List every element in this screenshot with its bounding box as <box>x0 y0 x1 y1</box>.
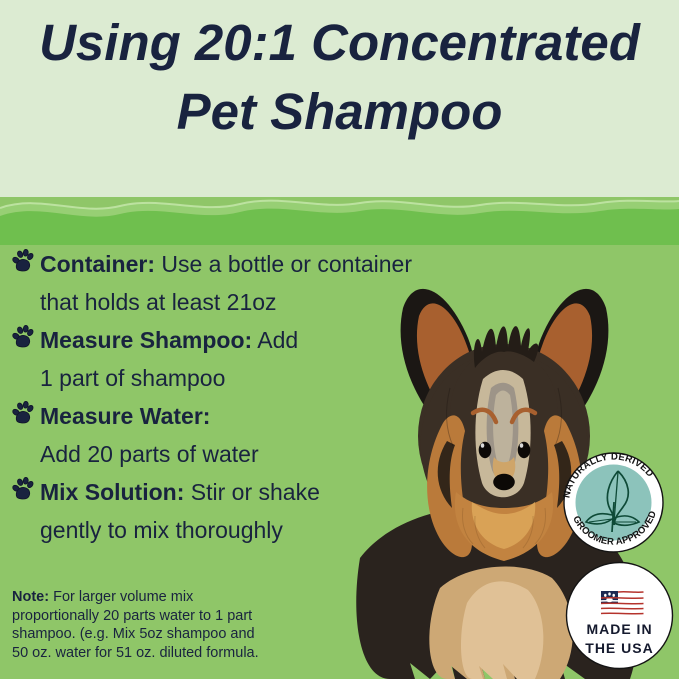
svg-text:THE USA: THE USA <box>585 640 653 656</box>
svg-text:MADE IN: MADE IN <box>586 621 652 637</box>
